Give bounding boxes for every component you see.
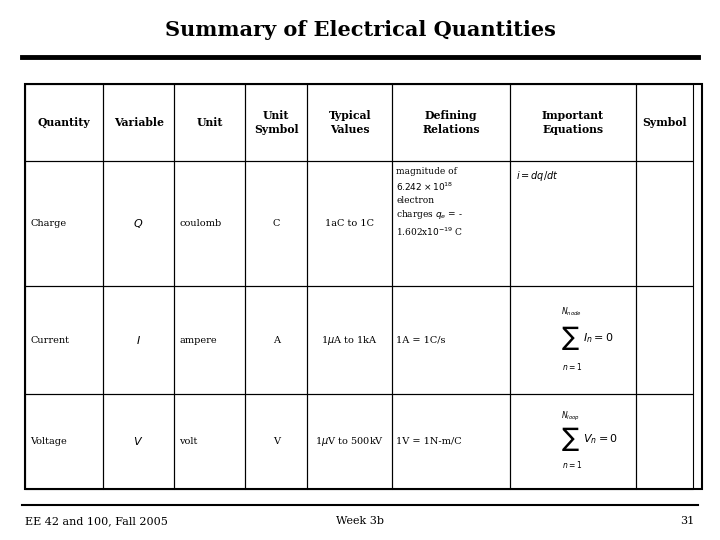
Text: $\sum$: $\sum$ (561, 426, 580, 454)
Bar (392, 394, 510, 489)
Text: Important
Equations: Important Equations (542, 110, 604, 134)
Bar (103, 161, 174, 286)
Text: Week 3b: Week 3b (336, 516, 384, 526)
Text: magnitude of
$6.242 \times 10^{18}$
electron
charges $q_e$ = -
1.602x$10^{-19}$ : magnitude of $6.242 \times 10^{18}$ elec… (396, 167, 464, 238)
Bar (510, 286, 636, 394)
Bar (103, 84, 174, 161)
Bar (25, 394, 103, 489)
Text: $i = dq/dt$: $i = dq/dt$ (516, 169, 558, 183)
Text: Charge: Charge (30, 219, 66, 228)
Text: Defining
Relations: Defining Relations (423, 110, 480, 134)
Bar (636, 84, 693, 161)
Bar (636, 161, 693, 286)
Text: Quantity: Quantity (37, 117, 91, 128)
Text: Typical
Values: Typical Values (328, 110, 371, 134)
Bar (245, 286, 307, 394)
Text: A: A (273, 336, 280, 345)
Text: volt: volt (179, 437, 197, 446)
Bar (25, 84, 103, 161)
Text: $N_{loop}$: $N_{loop}$ (561, 410, 580, 423)
Bar (103, 394, 174, 489)
Text: Current: Current (30, 336, 69, 345)
Bar (392, 84, 510, 161)
Text: $V$: $V$ (133, 435, 144, 447)
Text: $N_{node}$: $N_{node}$ (561, 306, 582, 319)
Text: $\sum$: $\sum$ (561, 324, 580, 352)
Text: $Q$: $Q$ (133, 217, 144, 230)
Bar (245, 394, 307, 489)
Text: C: C (273, 219, 280, 228)
Bar (25, 286, 103, 394)
Bar (510, 394, 636, 489)
Bar (307, 84, 392, 161)
Text: EE 42 and 100, Fall 2005: EE 42 and 100, Fall 2005 (25, 516, 168, 526)
Text: $I_n = 0$: $I_n = 0$ (582, 331, 613, 345)
Text: $I$: $I$ (136, 334, 141, 346)
Text: ampere: ampere (179, 336, 217, 345)
Text: $n=1$: $n=1$ (562, 458, 582, 470)
Bar (392, 161, 510, 286)
Bar (636, 394, 693, 489)
Bar (307, 161, 392, 286)
Text: $V_n = 0$: $V_n = 0$ (582, 433, 618, 447)
Bar (307, 286, 392, 394)
Bar (174, 84, 245, 161)
Text: $n=1$: $n=1$ (562, 361, 582, 372)
Text: Summary of Electrical Quantities: Summary of Electrical Quantities (165, 19, 555, 40)
Text: 31: 31 (680, 516, 695, 526)
Text: 1$\mu$A to 1kA: 1$\mu$A to 1kA (321, 334, 378, 347)
Bar (245, 161, 307, 286)
Text: Voltage: Voltage (30, 437, 67, 446)
Bar (392, 286, 510, 394)
Text: Symbol: Symbol (642, 117, 687, 128)
Text: coulomb: coulomb (179, 219, 221, 228)
Bar (636, 286, 693, 394)
Text: 1A = 1C/s: 1A = 1C/s (396, 336, 446, 345)
Bar (245, 84, 307, 161)
Bar (25, 161, 103, 286)
Text: 1aC to 1C: 1aC to 1C (325, 219, 374, 228)
Text: Variable: Variable (114, 117, 163, 128)
Text: V: V (273, 437, 280, 446)
Bar (174, 286, 245, 394)
Bar (174, 161, 245, 286)
Text: Unit: Unit (197, 117, 223, 128)
Text: 1$\mu$V to 500kV: 1$\mu$V to 500kV (315, 435, 384, 448)
Bar (307, 394, 392, 489)
Bar (103, 286, 174, 394)
Bar (510, 84, 636, 161)
Text: Unit
Symbol: Unit Symbol (254, 110, 299, 134)
Text: 1V = 1N-m/C: 1V = 1N-m/C (396, 437, 462, 446)
Bar (510, 161, 636, 286)
Bar (174, 394, 245, 489)
Bar (25, 84, 702, 489)
